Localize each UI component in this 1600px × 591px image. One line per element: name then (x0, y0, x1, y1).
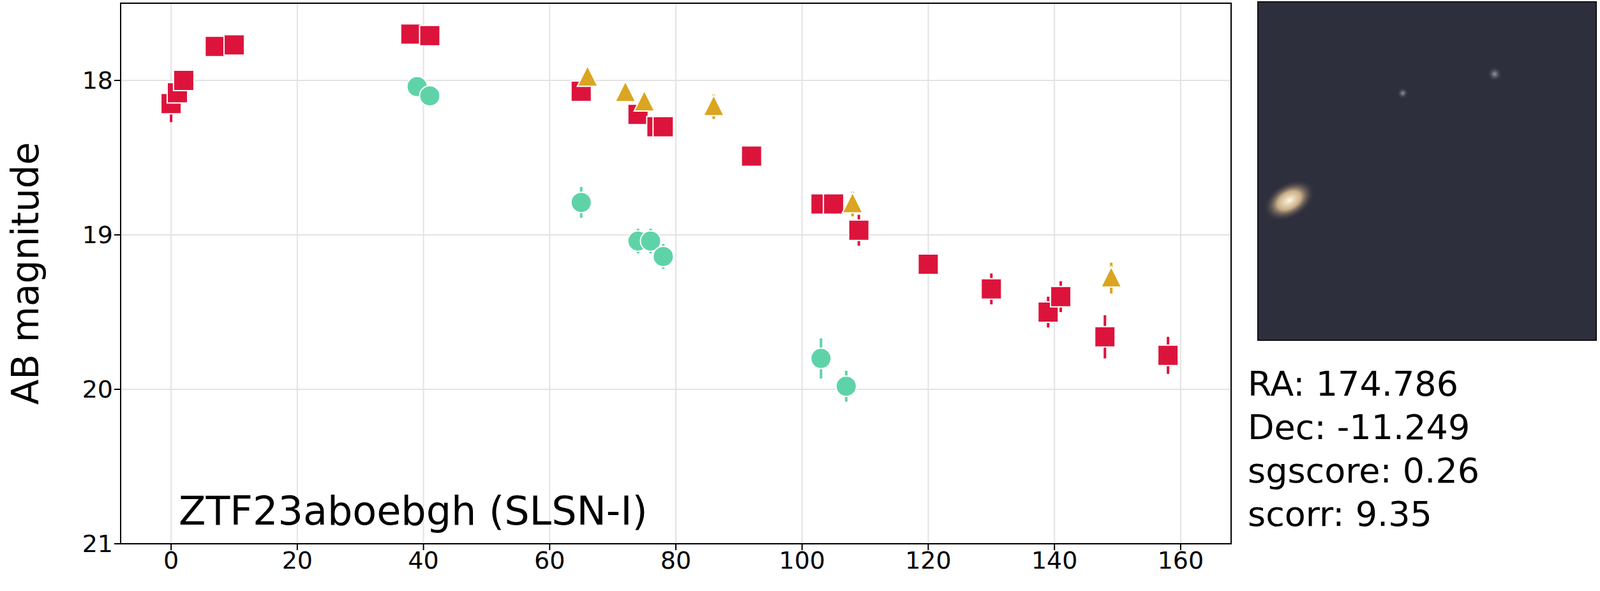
html-text:RA: 174.786: RA: 174.786 (1247, 363, 1459, 404)
html-text:sgscore: 0.26: sgscore: 0.26 (1247, 450, 1480, 491)
html-text:ZTF23aboebgh (SLSN-I): ZTF23aboebgh (SLSN-I) (178, 487, 648, 535)
svg-text:18: 18 (82, 66, 113, 95)
html-text:scorr: 9.35: scorr: 9.35 (1247, 493, 1433, 535)
svg-text:80: 80 (660, 546, 692, 575)
svg-text:140: 140 (1031, 546, 1078, 575)
svg-text:60: 60 (534, 546, 565, 575)
svg-text:100: 100 (778, 546, 826, 575)
svg-text:0: 0 (163, 546, 179, 575)
svg-text:20: 20 (282, 546, 313, 575)
svg-text:120: 120 (904, 546, 952, 575)
svg-text:19: 19 (82, 220, 113, 249)
svg-text:AB magnitude: AB magnitude (3, 142, 48, 406)
svg-text:21: 21 (82, 529, 113, 558)
svg-text:160: 160 (1157, 546, 1205, 575)
svg-text:20: 20 (82, 375, 113, 404)
html-text:Dec: -11.249: Dec: -11.249 (1247, 407, 1470, 448)
svg-text:40: 40 (407, 546, 439, 575)
